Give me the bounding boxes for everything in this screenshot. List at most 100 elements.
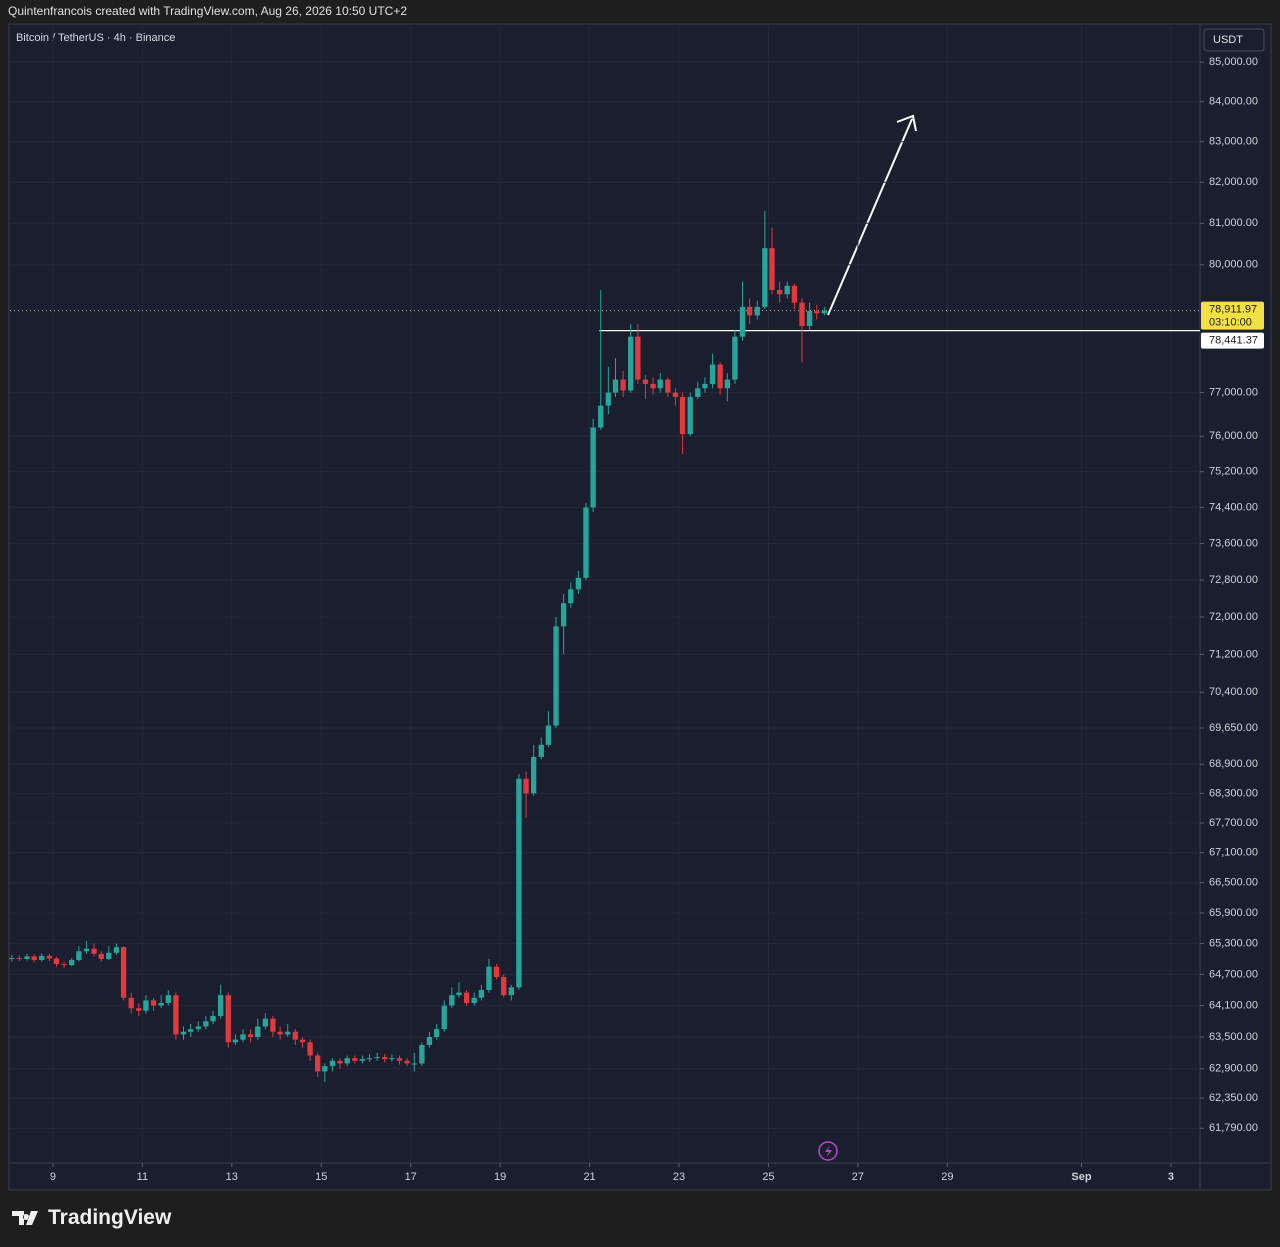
- candle-body: [165, 995, 171, 1003]
- candle-body: [583, 507, 589, 578]
- candle-body: [471, 997, 477, 1003]
- candle-body: [501, 977, 507, 996]
- candle-body: [724, 379, 730, 389]
- candle-body: [717, 364, 723, 389]
- candle-body: [791, 285, 798, 303]
- candle-body: [545, 725, 552, 745]
- y-tick-label: 65,300.00: [1209, 937, 1258, 949]
- candle-body: [225, 995, 231, 1043]
- candle-body: [374, 1057, 380, 1059]
- candle-body: [292, 1031, 298, 1040]
- y-tick-label: 61,790.00: [1209, 1122, 1258, 1134]
- candle-body: [188, 1029, 194, 1032]
- currency: USDT: [1213, 34, 1243, 46]
- candle-body: [612, 379, 619, 393]
- candle-body: [478, 989, 485, 998]
- trend-arrow: [827, 118, 913, 316]
- y-tick-label: 69,650.00: [1209, 722, 1258, 734]
- candle-body: [31, 956, 37, 961]
- candle-body: [16, 957, 23, 959]
- footer-brand: TradingView: [12, 1206, 171, 1230]
- candle-body: [247, 1034, 254, 1038]
- candle-body: [217, 995, 224, 1017]
- candle-body: [143, 1000, 149, 1011]
- brand-name: TradingView: [48, 1206, 172, 1229]
- candle-body: [210, 1016, 216, 1022]
- candle-body: [598, 405, 604, 428]
- level-tag: [1201, 332, 1264, 349]
- x-tick-label: 11: [137, 1171, 148, 1183]
- candle-body: [538, 744, 544, 757]
- y-tick-label: 82,000.00: [1209, 176, 1258, 188]
- currency-box: [1203, 28, 1265, 52]
- candle-body: [695, 388, 701, 397]
- y-tick-label: 65,900.00: [1209, 907, 1258, 919]
- y-tick-label: 80,000.00: [1209, 259, 1258, 271]
- credit: Quintenfrancois created with TradingView…: [8, 4, 408, 18]
- candle-body: [285, 1031, 291, 1035]
- candle-body: [575, 577, 582, 590]
- y-tick-label: 64,100.00: [1209, 999, 1258, 1011]
- candle-body: [83, 948, 90, 952]
- candle-body: [262, 1018, 269, 1027]
- candle-body: [232, 1039, 239, 1043]
- candle-body: [113, 947, 120, 953]
- candle-body: [389, 1058, 395, 1060]
- candle-body: [709, 364, 716, 384]
- candle-body: [433, 1029, 440, 1038]
- y-tick-label: 63,500.00: [1209, 1031, 1258, 1043]
- candle-body: [463, 992, 470, 1003]
- x-tick-label: 13: [226, 1171, 238, 1183]
- candle-body: [657, 379, 663, 389]
- candle-body: [307, 1042, 313, 1056]
- brand-logo: [12, 1211, 38, 1225]
- candle-body: [24, 956, 30, 959]
- candle-body: [299, 1039, 306, 1043]
- y-tick-label: 66,500.00: [1209, 877, 1258, 889]
- candle-body: [270, 1018, 276, 1032]
- y-tick-label: 67,100.00: [1209, 847, 1258, 859]
- x-tick-label: 19: [494, 1171, 506, 1183]
- candle-body: [560, 603, 567, 627]
- candle-body: [523, 778, 529, 794]
- arrow-head: [896, 114, 917, 132]
- y-tick-label: 83,000.00: [1209, 136, 1258, 148]
- candle-body: [441, 1005, 447, 1030]
- grid: [10, 25, 1200, 1162]
- candle-body: [69, 960, 75, 966]
- candle-body: [329, 1060, 336, 1067]
- y-tick-label: 67,700.00: [1209, 817, 1258, 829]
- candle-body: [396, 1058, 403, 1061]
- candle-body: [136, 1008, 142, 1011]
- candle-body: [352, 1058, 358, 1061]
- last-price-tag: [1201, 301, 1264, 330]
- candle-body: [53, 958, 60, 965]
- candle-body: [180, 1031, 187, 1035]
- level-label: 78,441.37: [1209, 335, 1258, 347]
- candle-body: [76, 951, 82, 961]
- y-tick-label: 62,350.00: [1209, 1092, 1258, 1104]
- candle-body: [106, 952, 112, 959]
- candle-body: [315, 1055, 321, 1072]
- y-tick-label: 72,800.00: [1209, 574, 1258, 586]
- x-tick-label: 15: [315, 1171, 327, 1183]
- y-tick-label: 71,200.00: [1209, 648, 1258, 660]
- y-tick-label: 77,000.00: [1209, 387, 1258, 399]
- last-price-label: 78,911.97: [1209, 304, 1257, 316]
- candle-body: [702, 383, 708, 389]
- candle-body: [419, 1044, 425, 1064]
- x-tick-label: 3: [1168, 1171, 1174, 1183]
- y-tick-label: 81,000.00: [1209, 217, 1258, 229]
- candle-body: [98, 953, 104, 959]
- candle-body: [46, 955, 53, 959]
- candle-body: [776, 289, 783, 295]
- event-icon: [818, 1141, 838, 1161]
- candle-body: [784, 285, 790, 295]
- candle-body: [762, 248, 768, 307]
- candle-body: [366, 1058, 373, 1060]
- candle-body: [508, 987, 514, 996]
- candle-body: [203, 1021, 209, 1027]
- x-tick-label: 23: [673, 1171, 685, 1183]
- candle-body: [531, 756, 537, 794]
- x-tick-label: 17: [405, 1171, 417, 1183]
